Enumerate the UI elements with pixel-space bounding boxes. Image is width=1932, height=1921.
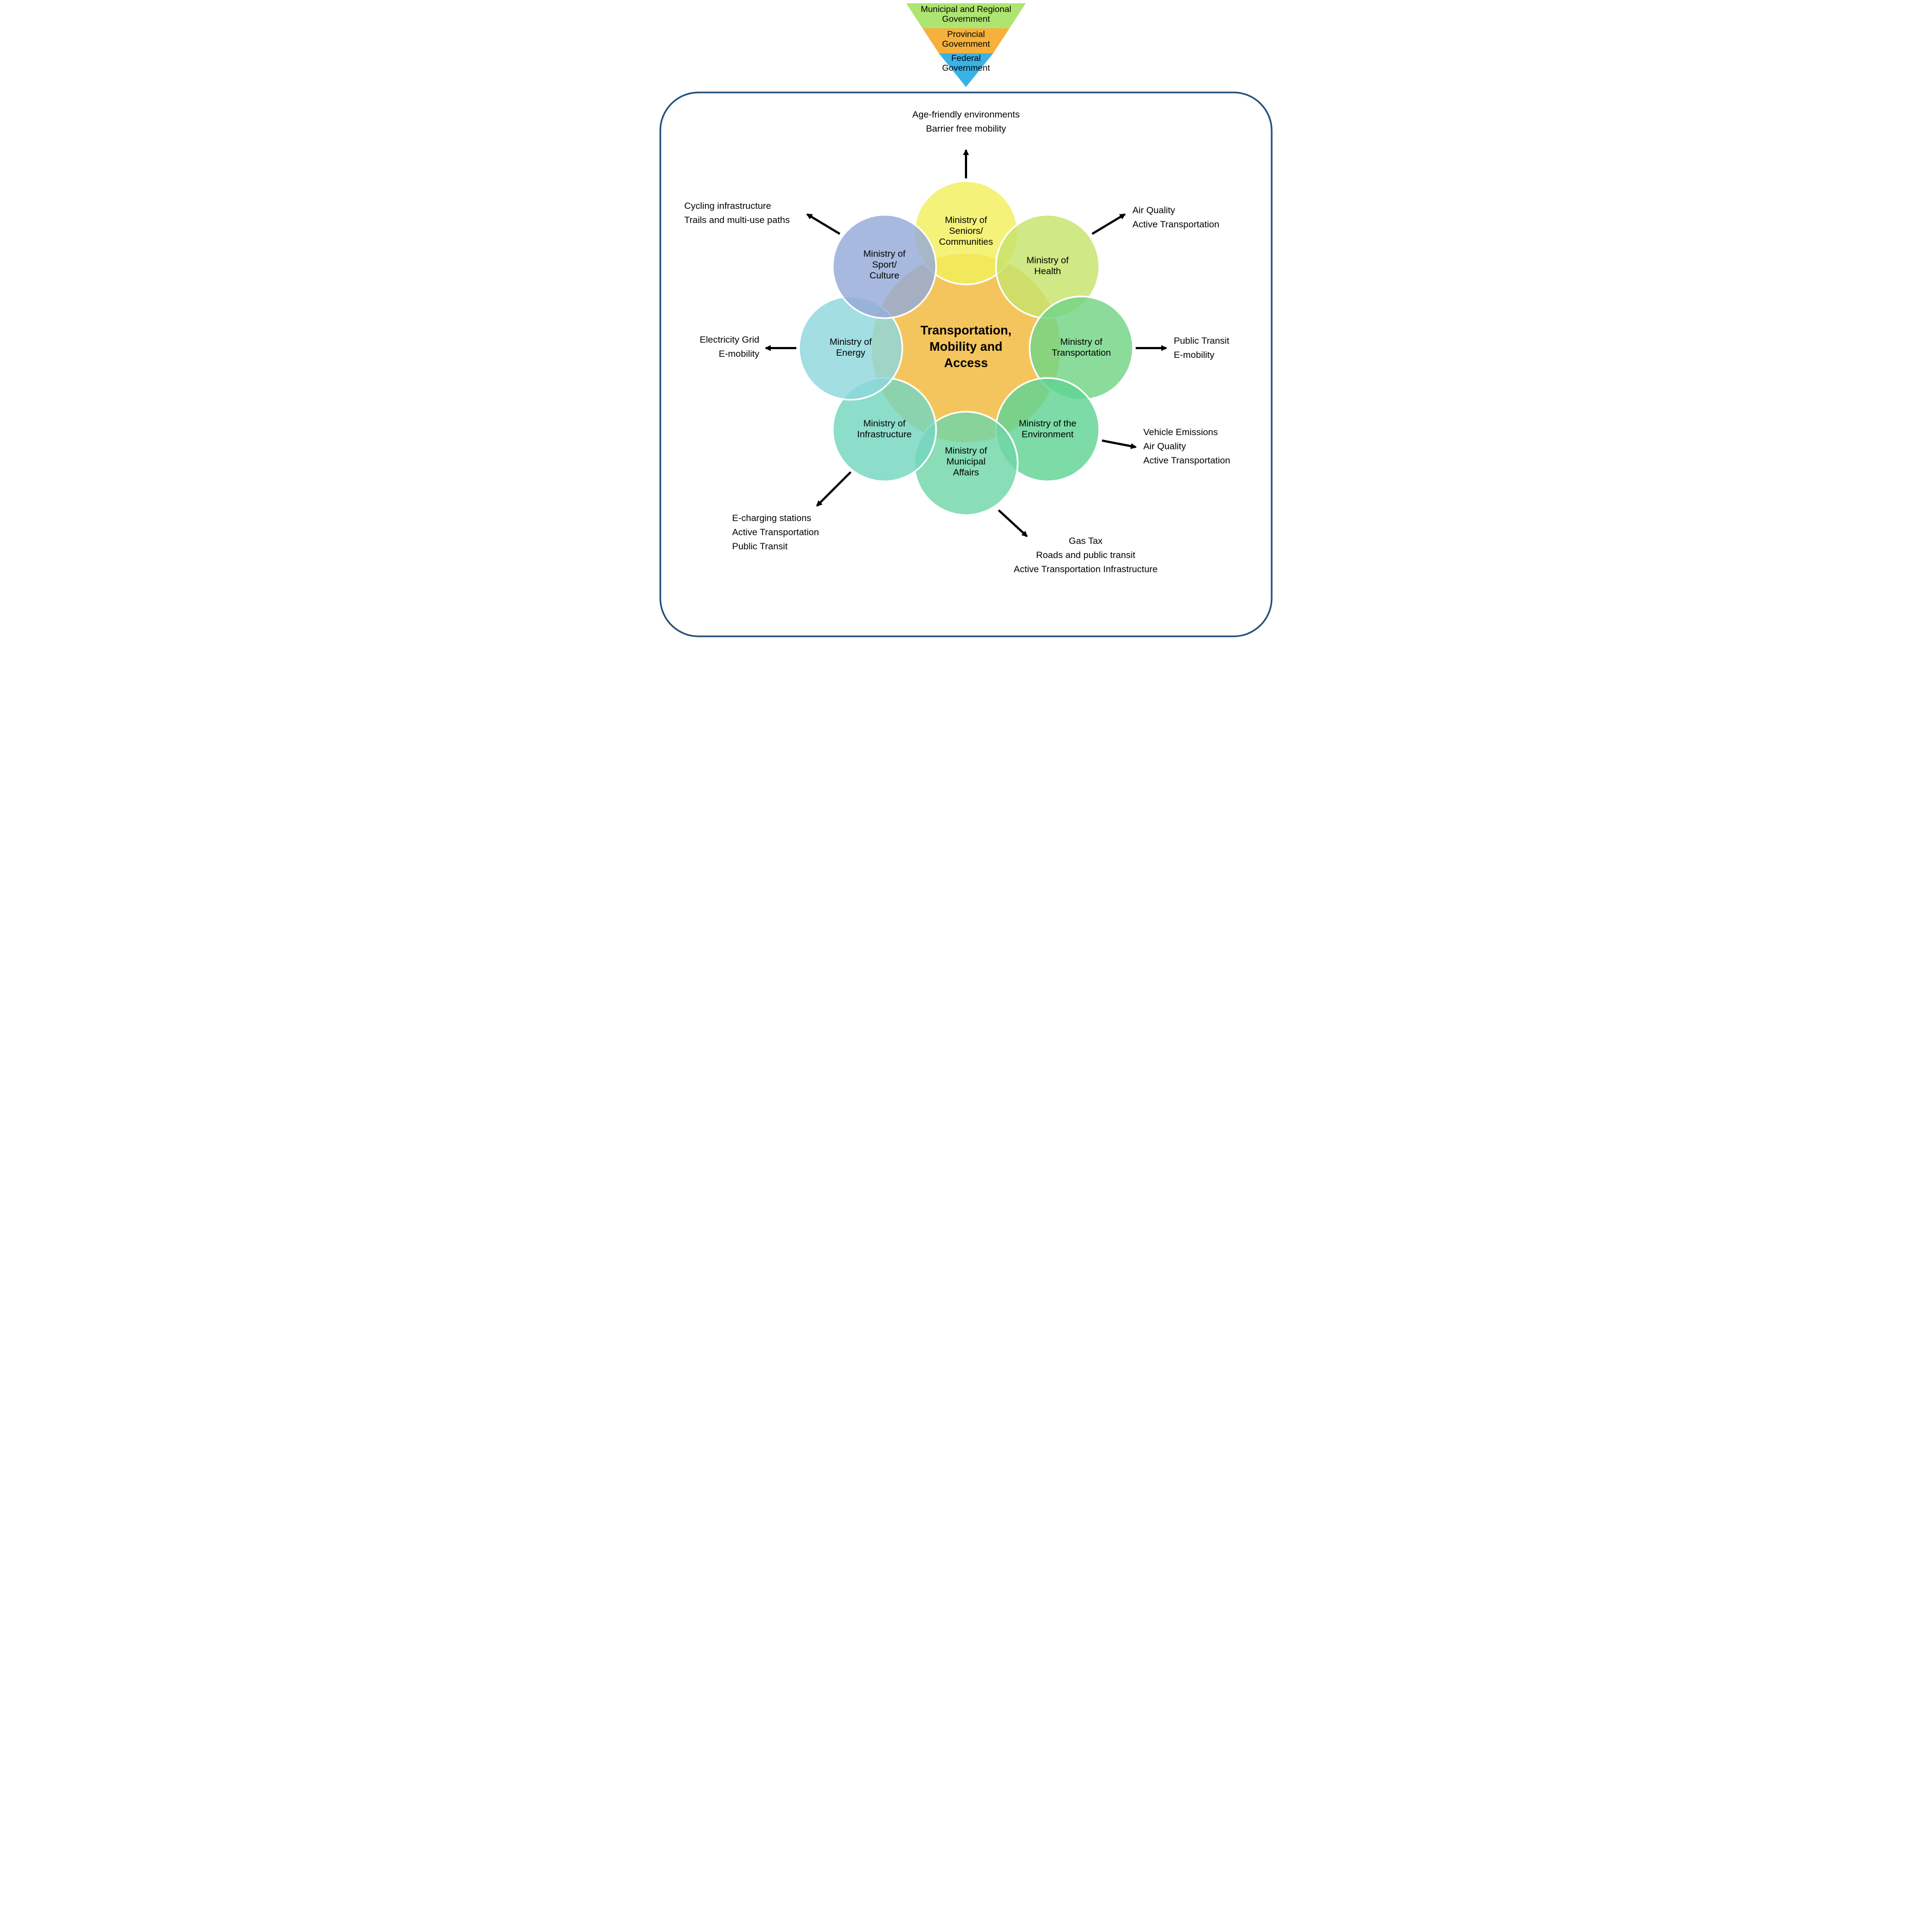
- center-title-line-2: Access: [944, 356, 988, 370]
- outcome-seniors-0: Age-friendly environments: [912, 109, 1019, 120]
- funnel-label-2-1: Government: [942, 64, 990, 73]
- center-title-line-0: Transportation,: [920, 323, 1011, 337]
- ministry-label-health-0: Ministry of: [1026, 255, 1069, 265]
- arrow-municipal: [999, 510, 1027, 536]
- ministry-label-sport-2: Culture: [870, 270, 900, 281]
- ministry-label-infrastructure-0: Ministry of: [863, 418, 906, 429]
- outcome-transportation-1: E-mobility: [1174, 350, 1215, 360]
- funnel-label-0-0: Municipal and Regional: [921, 5, 1011, 14]
- outcome-municipal-2: Active Transportation Infrastructure: [1014, 564, 1158, 574]
- ministry-label-transportation-1: Transportation: [1052, 348, 1111, 358]
- ministry-label-seniors-0: Ministry of: [945, 215, 987, 225]
- arrow-environment: [1102, 441, 1136, 447]
- ministry-label-transportation-0: Ministry of: [1060, 337, 1103, 347]
- funnel-label-1-1: Government: [942, 40, 990, 49]
- outcome-environment-0: Vehicle Emissions: [1143, 427, 1218, 437]
- outcome-municipal-0: Gas Tax: [1069, 536, 1103, 546]
- outcome-infrastructure-1: Active Transportation: [732, 527, 819, 537]
- ministry-label-health-1: Health: [1034, 266, 1061, 276]
- ministry-label-environment-1: Environment: [1021, 429, 1074, 439]
- ministry-label-municipal-0: Ministry of: [945, 445, 987, 456]
- outcome-health-1: Active Transportation: [1132, 219, 1219, 230]
- ministry-label-municipal-1: Municipal: [946, 456, 986, 467]
- funnel-label-2-0: Federal: [951, 54, 981, 63]
- ministry-label-seniors-1: Seniors/: [949, 226, 983, 236]
- outcome-energy-0: Electricity Grid: [699, 334, 759, 345]
- diagram-stage: Municipal and RegionalGovernmentProvinci…: [640, 0, 1292, 648]
- outcome-sport-1: Trails and multi-use paths: [684, 215, 790, 225]
- outcome-seniors-1: Barrier free mobility: [926, 123, 1006, 134]
- government-funnel: Municipal and RegionalGovernmentProvinci…: [906, 3, 1026, 87]
- outcome-infrastructure-2: Public Transit: [732, 541, 788, 551]
- outcome-health-0: Air Quality: [1132, 205, 1175, 215]
- ministry-label-municipal-2: Affairs: [953, 467, 979, 478]
- outcome-environment-2: Active Transportation: [1143, 455, 1230, 466]
- ministry-label-sport-1: Sport/: [872, 259, 897, 270]
- outcome-transportation-0: Public Transit: [1174, 336, 1229, 346]
- ministry-label-energy-1: Energy: [836, 348, 865, 358]
- outcome-infrastructure-0: E-charging stations: [732, 513, 812, 523]
- ministry-label-environment-0: Ministry of the: [1019, 418, 1076, 429]
- arrow-infrastructure: [817, 472, 851, 506]
- outcome-environment-1: Air Quality: [1143, 441, 1186, 451]
- ministry-label-seniors-2: Communities: [939, 237, 993, 247]
- arrow-sport: [807, 214, 840, 234]
- ministry-label-infrastructure-1: Infrastructure: [857, 429, 912, 439]
- arrow-health: [1092, 214, 1125, 234]
- funnel-label-1-0: Provincial: [947, 30, 984, 39]
- outcome-sport-0: Cycling infrastructure: [684, 201, 771, 211]
- center-title-line-1: Mobility and: [930, 339, 1002, 354]
- outcome-municipal-1: Roads and public transit: [1036, 550, 1136, 560]
- ministry-label-sport-0: Ministry of: [863, 249, 906, 259]
- ministry-label-energy-0: Ministry of: [829, 337, 872, 347]
- outcome-energy-1: E-mobility: [719, 349, 759, 359]
- funnel-label-0-1: Government: [942, 15, 990, 24]
